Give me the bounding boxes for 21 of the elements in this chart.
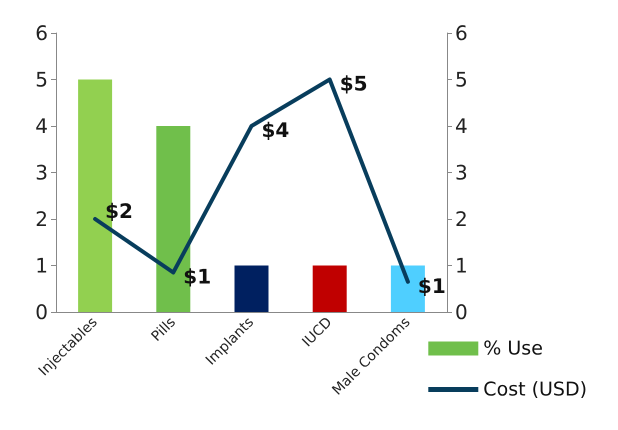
data-label: $5 [340,72,368,96]
y-tick-label: 6 [35,21,48,45]
y-tick-label: 2 [35,207,48,231]
y-tick-label: 4 [35,114,48,138]
bar [312,266,347,312]
y2-tick-label: 2 [455,207,468,231]
y-tick-label: 1 [35,254,48,278]
bar [234,266,268,312]
y-tick-label: 0 [35,300,48,324]
x-tick-label: Pills [148,314,179,345]
y2-tick-label: 4 [455,114,468,138]
y2-tick-label: 6 [455,21,468,45]
y2-tick-label: 5 [455,68,468,92]
y2-tick-label: 0 [455,300,468,324]
y2-tick-label: 3 [455,160,468,184]
data-label: $4 [262,118,290,142]
y2-tick-label: 1 [455,254,468,278]
legend-label: % Use [483,338,543,360]
legend-label: Cost (USD) [483,378,587,400]
y-tick-label: 5 [35,68,48,92]
y-tick-label: 3 [35,160,48,184]
